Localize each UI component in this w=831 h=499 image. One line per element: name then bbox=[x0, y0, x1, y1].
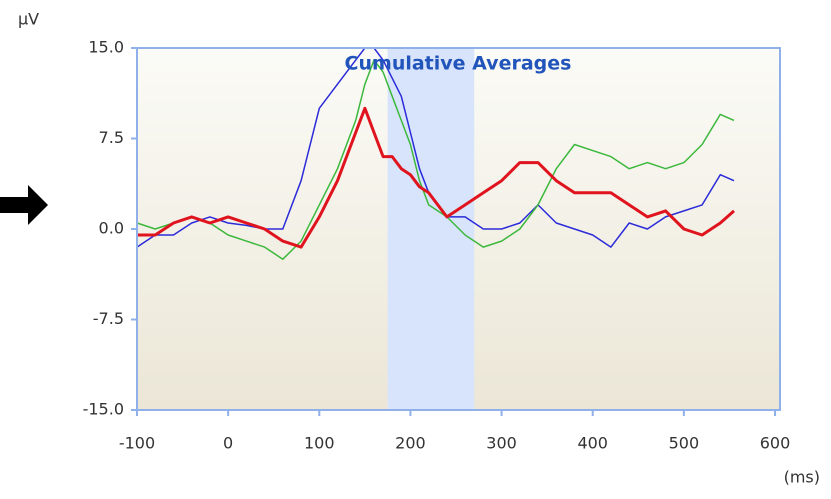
chart-title: Cumulative Averages bbox=[345, 53, 572, 75]
series-line bbox=[136, 59, 735, 260]
x-tick-label: 600 bbox=[760, 434, 791, 453]
x-tick-label: 100 bbox=[304, 434, 335, 453]
y-axis-label: µV bbox=[18, 10, 39, 29]
x-tick-label: 0 bbox=[223, 434, 233, 453]
series-line bbox=[136, 47, 735, 248]
series-line bbox=[137, 106, 735, 249]
y-tick-label: 7.5 bbox=[99, 128, 124, 147]
x-tick-label: -100 bbox=[119, 434, 155, 453]
x-tick-label: 200 bbox=[395, 434, 426, 453]
arrow-icon bbox=[0, 185, 48, 225]
x-tick-label: 500 bbox=[669, 434, 700, 453]
shaded-window bbox=[387, 48, 475, 410]
x-axis-label: (ms) bbox=[784, 468, 820, 487]
x-tick-label: 400 bbox=[577, 434, 608, 453]
y-tick-label: 15.0 bbox=[88, 38, 124, 57]
y-tick-label: -15.0 bbox=[83, 400, 124, 419]
y-tick-label: -7.5 bbox=[93, 309, 124, 328]
y-tick-label: 0.0 bbox=[99, 219, 124, 238]
x-tick-label: 300 bbox=[486, 434, 517, 453]
